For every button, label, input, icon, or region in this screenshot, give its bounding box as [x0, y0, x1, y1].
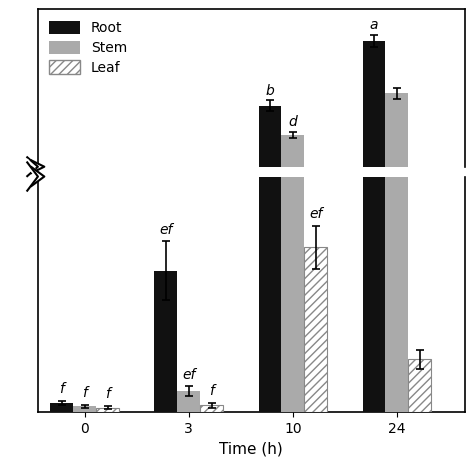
Text: f: f	[59, 383, 64, 396]
Text: f: f	[105, 387, 110, 401]
Bar	[50, 403, 73, 412]
Bar	[385, 93, 408, 201]
Text: ef: ef	[159, 223, 173, 237]
Bar	[96, 408, 119, 412]
Bar	[258, 106, 282, 201]
Bar	[177, 391, 200, 412]
Bar	[73, 407, 96, 412]
Bar	[258, 0, 282, 412]
Text: d: d	[289, 116, 297, 129]
Text: f: f	[209, 384, 214, 398]
X-axis label: Time (h): Time (h)	[219, 442, 283, 456]
Bar	[408, 194, 431, 201]
Bar	[282, 135, 304, 201]
Text: f: f	[82, 386, 87, 400]
Bar	[177, 199, 200, 201]
Text: ef: ef	[309, 207, 322, 221]
Text: a: a	[370, 18, 378, 32]
Bar	[408, 359, 431, 412]
Bar	[155, 271, 177, 412]
Bar	[282, 0, 304, 412]
Bar	[155, 181, 177, 201]
Bar	[363, 0, 385, 412]
Bar	[363, 41, 385, 201]
Bar	[200, 405, 223, 412]
Text: ef: ef	[182, 368, 195, 382]
Bar	[304, 177, 327, 201]
Bar	[385, 0, 408, 412]
Legend: Root, Stem, Leaf: Root, Stem, Leaf	[45, 17, 131, 79]
Bar	[304, 247, 327, 412]
Text: b: b	[265, 84, 274, 98]
Bar	[50, 200, 73, 201]
